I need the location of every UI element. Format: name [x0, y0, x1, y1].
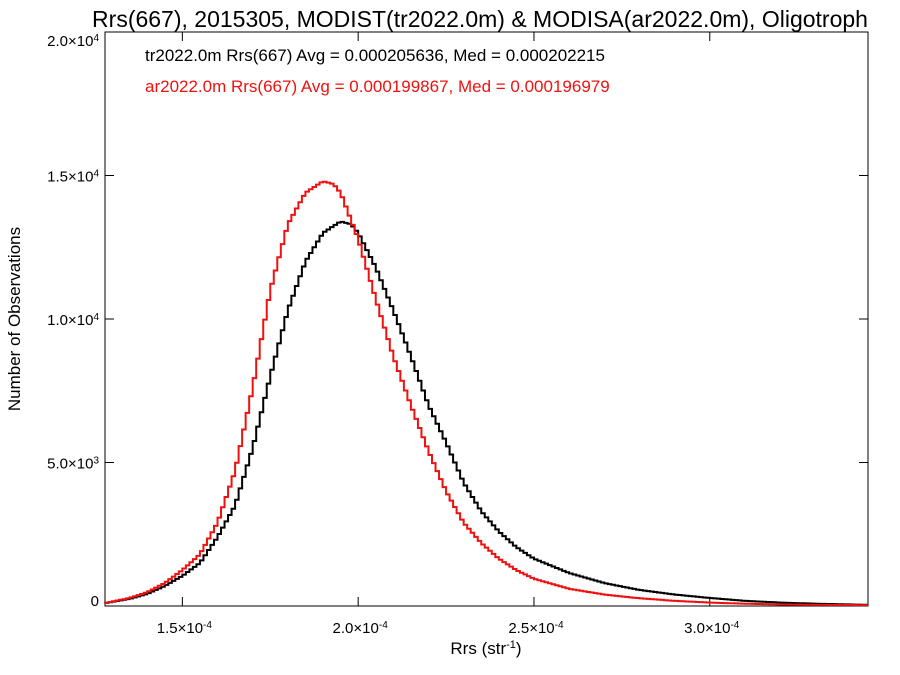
y-tick-label-times: ×10 — [68, 312, 93, 329]
x-tick-label: 2.0×10-4 — [333, 620, 389, 638]
x-axis-label-end: ) — [516, 639, 522, 658]
plot-area — [104, 31, 869, 607]
x-tick-labels: 1.5×10-4 2.0×10-4 2.5×10-4 3.0×10-4 — [157, 620, 740, 638]
x-tick-label-times: ×10 — [353, 620, 378, 637]
y-tick-label-mantissa: 1.0 — [47, 312, 68, 329]
y-tick-label: 5.0×103 — [47, 455, 99, 473]
x-tick-label-mantissa: 2.5 — [508, 620, 529, 637]
y-tick-label-times: ×10 — [68, 169, 93, 186]
annotation-tr: tr2022.0m Rrs(667) Avg = 0.000205636, Me… — [145, 46, 605, 65]
y-tick-label-times: ×10 — [68, 456, 93, 473]
series-layer — [104, 180, 868, 607]
x-tick-label: 3.0×10-4 — [684, 620, 740, 638]
series-line-1 — [104, 180, 868, 607]
y-tick-label-exp: 3 — [93, 455, 99, 466]
x-tick-label: 2.5×10-4 — [508, 620, 564, 638]
y-tick-label-exp: 4 — [93, 33, 99, 44]
x-tick-label-exp: -4 — [730, 620, 739, 631]
x-tick-label-times: ×10 — [178, 620, 203, 637]
x-tick-label-times: ×10 — [529, 620, 554, 637]
y-tick-label: 0 — [91, 593, 99, 610]
x-axis-label-sup: -1 — [506, 639, 516, 651]
chart-title: Rrs(667), 2015305, MODIST(tr2022.0m) & M… — [92, 6, 868, 32]
y-tick-label-exp: 4 — [93, 168, 99, 179]
series-line-0 — [104, 220, 868, 606]
x-axis-label: Rrs (str-1) — [450, 639, 521, 658]
x-tick-label-exp: -4 — [379, 620, 388, 631]
y-tick-label-mantissa: 5.0 — [47, 456, 68, 473]
x-tick-label-mantissa: 3.0 — [684, 620, 705, 637]
y-axis-label: Number of Observations — [5, 227, 24, 411]
x-tick-label-exp: -4 — [203, 620, 212, 631]
y-tick-label-mantissa: 2.0 — [47, 33, 68, 50]
y-tick-label-exp: 4 — [93, 312, 99, 323]
x-tick-label-exp: -4 — [555, 620, 564, 631]
y-tick-label: 1.0×104 — [47, 312, 99, 330]
annotation-ar: ar2022.0m Rrs(667) Avg = 0.000199867, Me… — [145, 77, 610, 96]
y-tick-label-mantissa: 0 — [91, 593, 99, 610]
x-axis-label-base: Rrs (str — [450, 639, 506, 658]
y-tick-label-mantissa: 1.5 — [47, 169, 68, 186]
x-tick-label-mantissa: 1.5 — [157, 620, 178, 637]
x-tick-label: 1.5×10-4 — [157, 620, 213, 638]
x-tick-label-mantissa: 2.0 — [333, 620, 354, 637]
y-tick-label-times: ×10 — [68, 33, 93, 50]
y-tick-label: 1.5×104 — [47, 168, 99, 186]
x-tick-label-times: ×10 — [705, 620, 730, 637]
y-tick-label: 2.0×104 — [47, 33, 99, 51]
